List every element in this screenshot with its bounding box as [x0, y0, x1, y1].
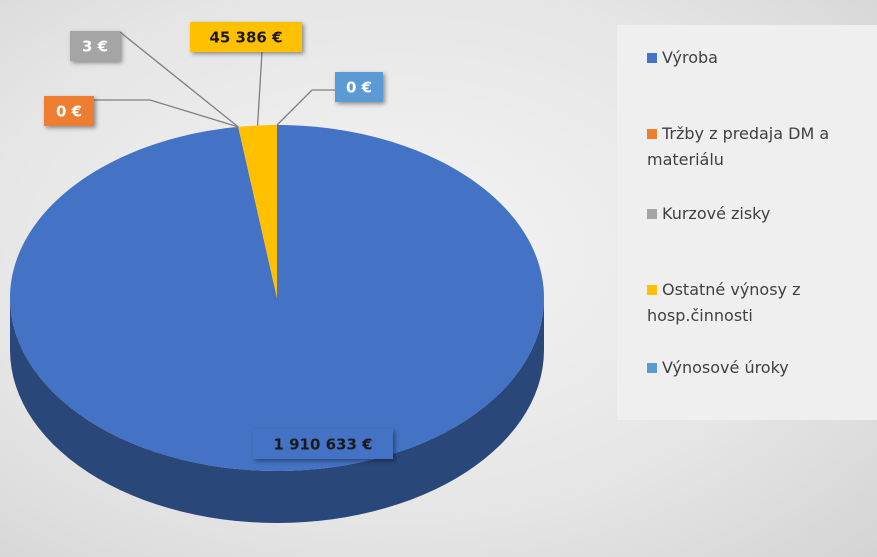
legend-label: Ostatné výnosy z hosp.činnosti: [647, 280, 801, 325]
legend-swatch: [647, 285, 657, 295]
data-label-box: [44, 96, 94, 126]
pie-slice: [238, 126, 277, 298]
legend-entry: Ostatné výnosy z hosp.činnosti: [647, 277, 877, 329]
data-label-box: [190, 22, 302, 52]
leader-line: [119, 31, 239, 128]
legend-swatch: [647, 363, 657, 373]
data-label: 0 €: [56, 103, 82, 121]
pie-side: [10, 298, 544, 523]
leader-line: [276, 89, 335, 126]
legend: Výroba Tržby z predaja DM a materiálu Kurz…: [617, 25, 877, 420]
legend-swatch: [647, 53, 657, 63]
leader-line: [94, 99, 239, 128]
pie-slice: [238, 125, 277, 298]
data-label: 3 €: [82, 38, 108, 56]
data-label-box: [253, 429, 393, 459]
legend-entry: Kurzové zisky: [647, 201, 877, 227]
data-label: 0 €: [346, 79, 372, 97]
legend-label: Výroba: [662, 48, 718, 67]
data-label: 1 910 633 €: [273, 436, 372, 454]
legend-entry: Výnosové úroky: [647, 355, 877, 381]
legend-label: Tržby z predaja DM a materiálu: [647, 124, 830, 169]
legend-swatch: [647, 209, 657, 219]
legend-entry: Tržby z predaja DM a materiálu: [647, 121, 877, 173]
legend-label: Výnosové úroky: [662, 358, 789, 377]
pie-slice: [10, 125, 544, 471]
data-label: 45 386 €: [209, 29, 282, 47]
leader-line: [256, 51, 263, 126]
legend-swatch: [647, 129, 657, 139]
legend-entry: Výroba: [647, 45, 877, 71]
data-label-box: [70, 31, 120, 61]
legend-label: Kurzové zisky: [662, 204, 771, 223]
data-label-box: [335, 72, 383, 102]
